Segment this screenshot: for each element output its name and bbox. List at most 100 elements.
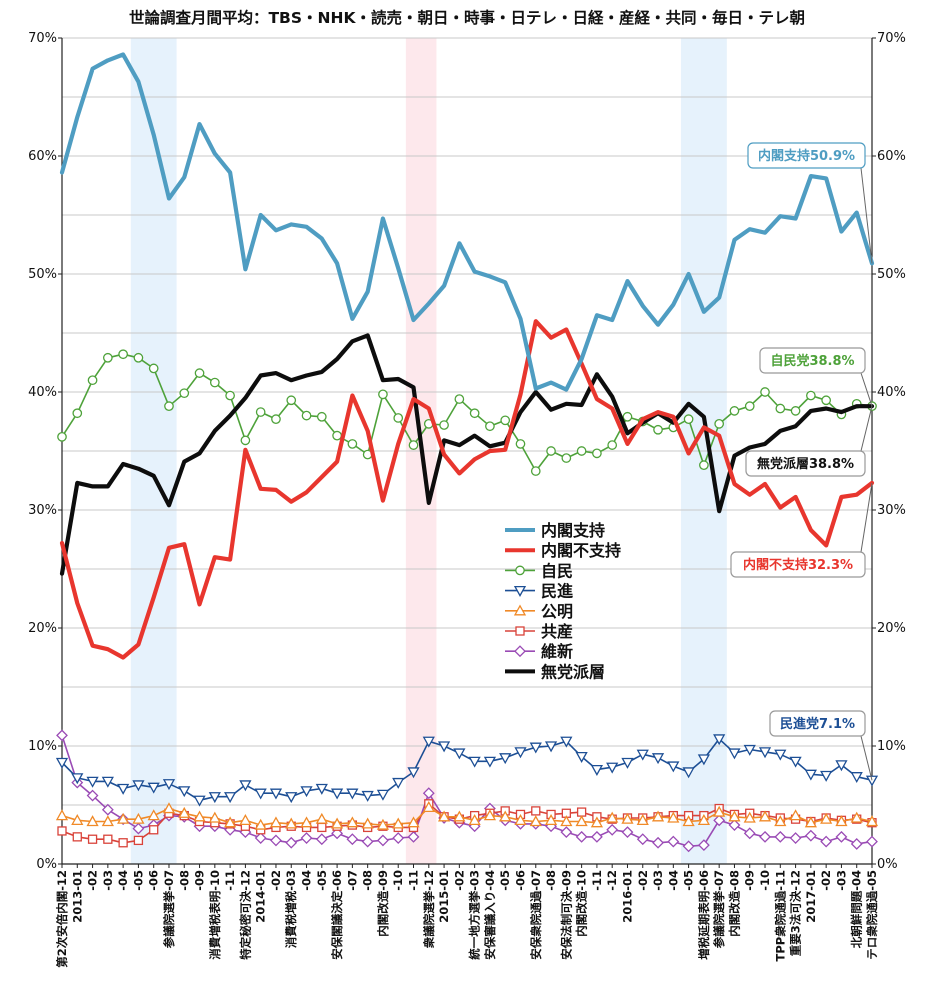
callouts: 内閣支持50.9% 自民党38.8% 無党派層38.8% 内閣不支持32.3% 民進党7… <box>730 142 873 781</box>
callout-box <box>769 710 866 737</box>
data-point <box>576 807 587 817</box>
y-tick-label-left: 20% <box>28 621 57 636</box>
data-point <box>774 830 787 843</box>
data-point <box>164 401 174 412</box>
legend-label: 内閣不支持 <box>541 541 621 560</box>
legend-item: 公明 <box>505 602 573 621</box>
x-tick-label: 消費増税表明-10 <box>208 870 222 960</box>
data-point <box>300 832 313 844</box>
x-tick-label: -04 <box>116 870 130 891</box>
legend-label: 内閣支持 <box>541 521 605 540</box>
x-tick-label: 2016-01 <box>620 870 634 923</box>
data-point <box>254 788 267 800</box>
data-point <box>850 772 863 784</box>
data-point <box>147 809 160 821</box>
data-point <box>376 818 390 830</box>
data-point <box>865 815 879 827</box>
x-tick-label: -04 <box>666 870 680 891</box>
data-point <box>330 817 344 829</box>
data-point <box>606 762 619 774</box>
data-point <box>239 814 252 825</box>
data-point <box>789 756 802 768</box>
data-point <box>653 424 663 435</box>
data-point <box>118 838 128 848</box>
x-tick-label: 北朝鮮問題-04 <box>850 870 864 948</box>
series-2 <box>57 349 877 476</box>
data-point <box>743 827 756 840</box>
data-point <box>301 410 312 421</box>
data-point <box>820 770 833 782</box>
data-point <box>699 460 709 471</box>
callout-label: 内閣不支持32.3% <box>743 557 853 573</box>
data-point <box>86 776 99 788</box>
x-tick-label: -05 <box>131 870 145 891</box>
data-point <box>575 815 588 827</box>
data-point <box>513 604 527 616</box>
data-point <box>760 387 770 397</box>
data-point <box>118 349 128 360</box>
data-point <box>71 814 84 825</box>
x-tick-label: -05 <box>315 870 329 891</box>
callout: 自民党38.8% <box>759 347 873 407</box>
y-tick-label-left: 0% <box>36 857 57 872</box>
data-point <box>728 819 741 831</box>
data-point <box>789 832 802 844</box>
data-point <box>850 811 863 823</box>
y-tick-label-right: 40% <box>877 385 906 400</box>
data-point <box>102 352 113 363</box>
callout-leader <box>860 167 873 264</box>
series-line <box>59 52 875 392</box>
data-point <box>376 789 390 801</box>
x-tick-label: 内閣改造-08 <box>727 870 741 937</box>
data-point <box>133 835 144 846</box>
data-point <box>72 408 83 419</box>
data-point <box>515 565 525 576</box>
x-tick-label: 安保法制可決-09 <box>559 870 573 960</box>
callout: 無党派層38.8% <box>745 406 873 477</box>
data-point <box>254 818 267 830</box>
data-point <box>332 430 342 441</box>
data-point <box>117 783 130 795</box>
data-point <box>621 826 634 839</box>
x-tick-label: -08 <box>177 870 191 891</box>
legend-item: 民進 <box>505 582 573 601</box>
data-point <box>346 833 359 846</box>
data-point <box>728 810 741 822</box>
y-tick-label-right: 20% <box>877 621 906 636</box>
data-point <box>240 435 251 446</box>
data-point <box>682 767 695 779</box>
data-point <box>560 736 573 748</box>
data-point <box>697 839 710 852</box>
data-point <box>683 414 694 424</box>
x-tick-label: 2013-01 <box>70 870 84 923</box>
data-point <box>835 830 848 843</box>
data-point <box>224 792 237 804</box>
data-point <box>636 833 649 846</box>
y-tick-label-left: 60% <box>28 149 57 164</box>
data-point <box>499 753 512 765</box>
x-tick-label: -08 <box>544 870 558 891</box>
data-point <box>132 780 145 792</box>
x-tick-label: 衆議院選挙-12 <box>422 870 436 949</box>
data-point <box>239 780 252 792</box>
data-point <box>422 801 435 813</box>
data-point <box>697 754 710 766</box>
data-point <box>71 773 84 785</box>
series-7 <box>59 333 875 576</box>
data-point <box>682 815 695 827</box>
data-point <box>103 834 113 844</box>
data-point <box>575 751 588 763</box>
x-tick-label: -07 <box>345 870 359 891</box>
data-point <box>729 406 740 416</box>
data-point <box>101 815 114 827</box>
x-tick-label: -03 <box>651 870 665 891</box>
data-point <box>285 817 298 829</box>
x-tick-label: -04 <box>300 870 314 891</box>
x-tick-label: 内閣改造-10 <box>575 870 589 937</box>
data-point <box>499 810 512 822</box>
data-point <box>529 742 542 754</box>
x-axis: 第2次安倍内閣-12 2013-01 -02 -03 -04 -05 -06 参議院選挙-07… <box>55 864 879 968</box>
data-point <box>392 777 405 789</box>
series-lines <box>55 52 879 853</box>
